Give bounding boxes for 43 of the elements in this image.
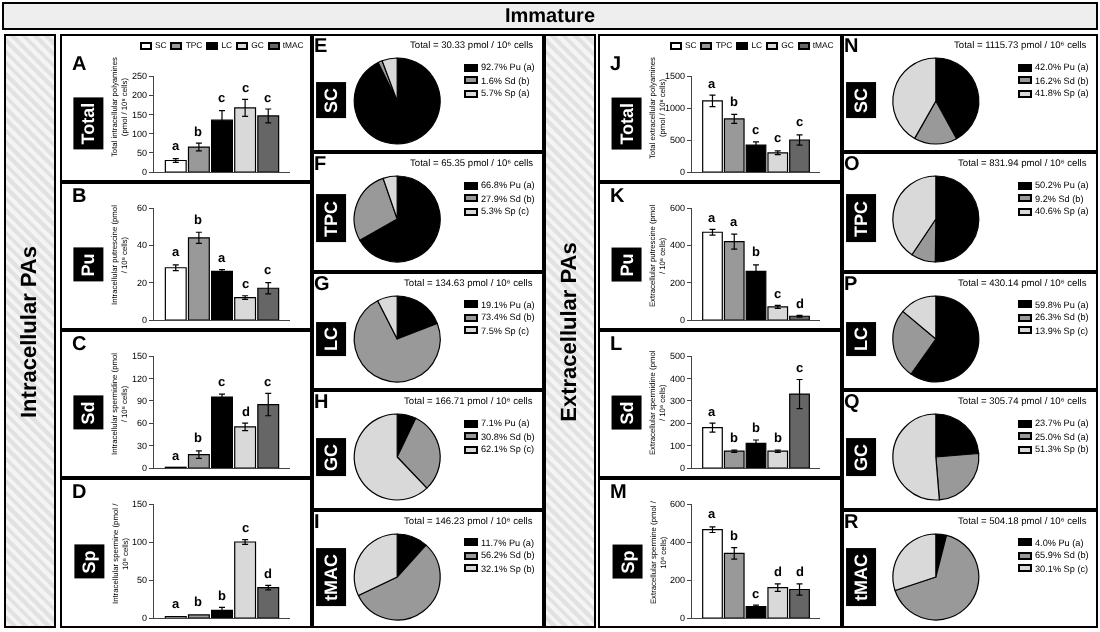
- text: Sd: [78, 401, 99, 425]
- chart-title: F: [314, 154, 327, 177]
- text: Intracellular PAs: [18, 245, 42, 417]
- chart-title: L: [610, 334, 623, 356]
- chart-title: J: [610, 54, 622, 76]
- chart-title: M: [610, 482, 627, 504]
- text: LC: [321, 325, 342, 351]
- text: Total: [616, 102, 637, 145]
- text: SC: [321, 87, 342, 114]
- text: Pu: [616, 253, 637, 277]
- chart-title: A: [72, 54, 87, 76]
- text: LC: [851, 325, 872, 351]
- chart-title: R: [844, 511, 860, 534]
- chart-title: H: [314, 392, 329, 415]
- text: Total: [78, 102, 99, 145]
- chart-title: K: [610, 186, 626, 208]
- text: tMAC: [321, 552, 342, 601]
- chart-title: I: [314, 511, 320, 534]
- chart-title: C: [72, 334, 87, 356]
- text: Sd: [616, 401, 637, 425]
- chart-title: Q: [844, 392, 860, 415]
- text: SC: [851, 87, 872, 114]
- pie-slice: [894, 533, 980, 620]
- chart-title: P: [844, 273, 858, 296]
- chart-title: D: [72, 482, 87, 504]
- text: tMAC: [851, 552, 872, 601]
- chart-title: N: [844, 36, 859, 58]
- text: TPC: [321, 200, 342, 238]
- text: Extracellular PAs: [558, 241, 582, 421]
- text: Immature: [2, 2, 1098, 30]
- text: Sp: [617, 549, 638, 574]
- chart-title: O: [844, 154, 860, 177]
- pie-slice: [359, 176, 441, 264]
- pie-slice: [353, 57, 441, 145]
- pie-slice: [353, 299, 441, 383]
- chart-title: B: [72, 186, 87, 208]
- chart-title: G: [314, 273, 330, 296]
- chart-title: E: [314, 36, 328, 58]
- text: GC: [321, 443, 342, 472]
- text: GC: [851, 443, 872, 472]
- text: TPC: [851, 200, 872, 238]
- text: Sp: [79, 549, 100, 574]
- text: Pu: [78, 253, 99, 277]
